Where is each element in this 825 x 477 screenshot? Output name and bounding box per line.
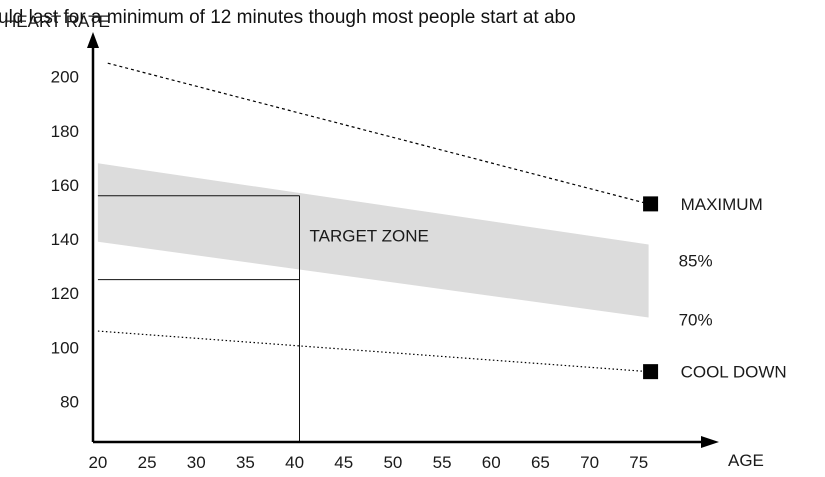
series-line-cool-down [97,330,649,373]
y-tick-label: 160 [51,176,79,195]
x-axis-title: AGE [728,451,764,470]
band-upper-label: 85% [679,251,713,270]
x-tick-label: 35 [236,453,255,472]
x-tick-label: 55 [433,453,452,472]
x-axis-arrow [701,436,719,448]
series-layer [97,62,659,380]
y-axis-arrow [87,32,99,48]
label-layer: TARGET ZONE MAXIMUM COOL DOWN 85% 70% HEART R… [4,12,787,472]
y-axis-title: HEART RATE [4,12,110,31]
target-zone-layer [97,195,300,442]
axis-layer [87,32,719,448]
x-tick-label: 65 [531,453,550,472]
x-tick-label: 70 [580,453,599,472]
y-tick-label: 200 [51,68,79,87]
target-zone-label: TARGET ZONE [310,227,429,246]
band-lower-label: 70% [679,311,713,330]
y-tick-label: 120 [51,284,79,303]
y-tick-label: 100 [51,338,79,357]
target-band [97,163,649,318]
x-tick-label: 20 [88,453,107,472]
x-tick-label: 45 [334,453,353,472]
y-tick-label: 140 [51,230,79,249]
x-tick-label: 75 [629,453,648,472]
caption-text: uld last for a minimum of 12 minutes tho… [0,7,576,28]
band-layer [97,163,649,318]
series-marker-cool-down [643,364,659,380]
x-tick-label: 60 [482,453,501,472]
x-tick-label: 25 [138,453,157,472]
x-tick-label: 40 [285,453,304,472]
series-label-maximum: MAXIMUM [681,195,763,214]
y-tick-label: 180 [51,122,79,141]
x-tick-label: 30 [187,453,206,472]
series-marker-maximum [643,196,659,212]
x-tick-label: 50 [383,453,402,472]
series-label-cool-down: COOL DOWN [681,363,787,382]
y-tick-label: 80 [60,392,79,411]
